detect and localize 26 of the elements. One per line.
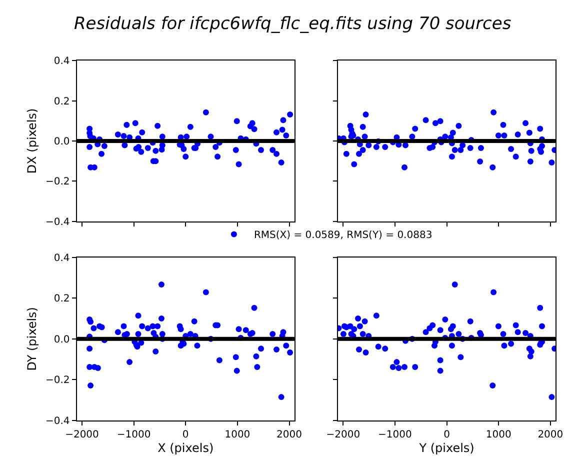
x-tick-label: 2000 <box>276 429 302 440</box>
x-tick-label: 1000 <box>486 429 512 440</box>
chart-title: Residuals for ifcpc6wfq_flc_eq.fits using 70 sources <box>74 14 512 34</box>
y-tick-label: 0.0 <box>54 334 70 346</box>
y-tick-label: −0.4 <box>46 416 70 427</box>
x-tick-label: −2000 <box>326 429 360 440</box>
legend-label: RMS(X) = 0.0589, RMS(Y) = 0.0883 <box>254 230 432 242</box>
y-tick-label: −0.2 <box>46 176 70 188</box>
y-tick-label: 0.2 <box>54 294 70 305</box>
x-tick-label: 1000 <box>224 429 250 440</box>
x-tick-label: −1000 <box>116 429 151 440</box>
y-tick-label: −0.2 <box>46 375 70 386</box>
y-tick-label: 0.4 <box>54 56 70 68</box>
y-tick-label: 0.4 <box>54 252 70 264</box>
x-tick-label: 0 <box>182 429 189 440</box>
x-tick-label: 2000 <box>538 429 564 440</box>
x-tick-label: −2000 <box>65 429 99 440</box>
y-tick-label: 0.0 <box>54 136 70 148</box>
y-axis-title: DY (pixels) <box>24 306 39 371</box>
y-axis-title: DX (pixels) <box>24 108 39 174</box>
x-axis-title: X (pixels) <box>158 441 214 456</box>
x-tick-label: −1000 <box>378 429 412 440</box>
x-axis-title: Y (pixels) <box>418 441 474 456</box>
y-tick-label: −0.4 <box>46 216 70 228</box>
y-tick-label: 0.2 <box>54 96 70 108</box>
x-tick-label: 0 <box>444 429 450 440</box>
